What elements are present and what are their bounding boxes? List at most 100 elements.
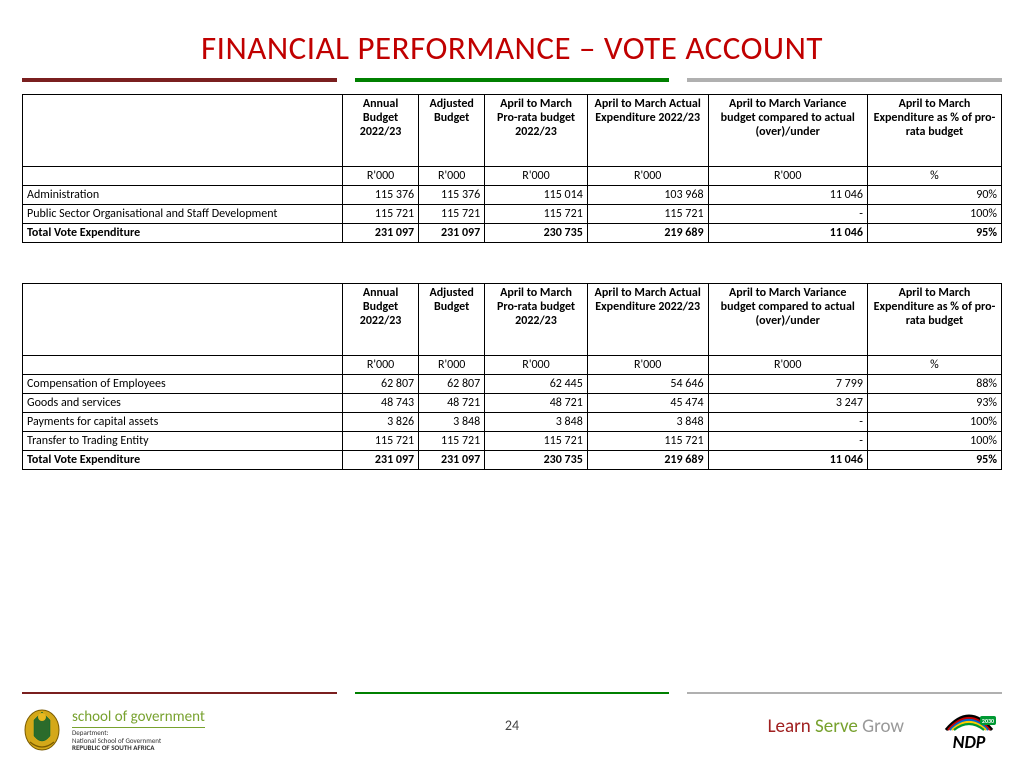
data-cell: 7 799 <box>708 375 867 394</box>
data-cell: 62 445 <box>485 375 588 394</box>
col-header: April to March Pro-rata budget 2022/23 <box>485 95 588 167</box>
data-cell: 62 807 <box>343 375 419 394</box>
data-cell: 48 743 <box>343 394 419 413</box>
data-cell: 115 721 <box>419 432 485 451</box>
data-cell: 3 826 <box>343 413 419 432</box>
data-cell: 115 376 <box>419 186 485 205</box>
data-cell: 3 247 <box>708 394 867 413</box>
total-cell: 230 735 <box>485 224 588 243</box>
total-row: Total Vote Expenditure231 097231 097230 … <box>23 451 1002 470</box>
grow-text: Grow <box>862 715 904 738</box>
row-label: Payments for capital assets <box>23 413 343 432</box>
ndp-year: 2030 <box>982 717 994 725</box>
col-header: April to March Actual Expenditure 2022/2… <box>587 284 708 356</box>
unit-cell: R'000 <box>419 167 485 186</box>
data-cell: 88% <box>867 375 1001 394</box>
col-header: Annual Budget 2022/23 <box>343 284 419 356</box>
table-row: Payments for capital assets3 8263 8483 8… <box>23 413 1002 432</box>
total-label: Total Vote Expenditure <box>23 224 343 243</box>
coat-of-arms-icon <box>20 708 64 752</box>
unit-cell: R'000 <box>419 356 485 375</box>
total-cell: 231 097 <box>419 224 485 243</box>
total-cell: 231 097 <box>419 451 485 470</box>
table-1: Annual Budget 2022/23Adjusted BudgetApri… <box>22 94 1002 243</box>
unit-cell: R'000 <box>708 356 867 375</box>
data-cell: 115 721 <box>419 205 485 224</box>
col-header: April to March Variance budget compared … <box>708 284 867 356</box>
unit-cell: R'000 <box>485 167 588 186</box>
unit-cell: % <box>867 167 1001 186</box>
data-cell: 3 848 <box>587 413 708 432</box>
row-label: Compensation of Employees <box>23 375 343 394</box>
table-2: Annual Budget 2022/23Adjusted BudgetApri… <box>22 283 1002 470</box>
col-header <box>23 284 343 356</box>
total-cell: 231 097 <box>343 224 419 243</box>
total-label: Total Vote Expenditure <box>23 451 343 470</box>
data-cell: 3 848 <box>419 413 485 432</box>
learn-text: Learn <box>768 715 811 738</box>
page-title: FINANCIAL PERFORMANCE – VOTE ACCOUNT <box>0 0 1024 78</box>
unit-cell: R'000 <box>587 167 708 186</box>
col-header: April to March Expenditure as % of pro-r… <box>867 284 1001 356</box>
sog-branding: school of government Department: Nationa… <box>72 708 205 752</box>
data-cell: 115 721 <box>587 205 708 224</box>
total-cell: 11 046 <box>708 451 867 470</box>
table-row: Transfer to Trading Entity115 721115 721… <box>23 432 1002 451</box>
table-row: Goods and services48 74348 72148 72145 4… <box>23 394 1002 413</box>
unit-cell: % <box>867 356 1001 375</box>
serve-text: Serve <box>815 715 858 738</box>
data-cell: 115 721 <box>587 432 708 451</box>
sog-line3: REPUBLIC OF SOUTH AFRICA <box>72 743 155 752</box>
footer: school of government Department: Nationa… <box>0 692 1024 768</box>
data-cell: 103 968 <box>587 186 708 205</box>
table-2-wrap: Annual Budget 2022/23Adjusted BudgetApri… <box>22 283 1002 470</box>
col-header: April to March Pro-rata budget 2022/23 <box>485 284 588 356</box>
data-cell: 54 646 <box>587 375 708 394</box>
data-cell: 115 721 <box>485 205 588 224</box>
data-cell: 115 721 <box>343 205 419 224</box>
footer-rule <box>22 692 1002 694</box>
total-cell: 230 735 <box>485 451 588 470</box>
row-label: Transfer to Trading Entity <box>23 432 343 451</box>
ndp-text: NDP <box>953 731 986 753</box>
unit-cell <box>23 167 343 186</box>
total-cell: 95% <box>867 451 1001 470</box>
col-header: Adjusted Budget <box>419 95 485 167</box>
col-header: April to March Actual Expenditure 2022/2… <box>587 95 708 167</box>
data-cell: 100% <box>867 432 1001 451</box>
data-cell: 93% <box>867 394 1001 413</box>
table-row: Public Sector Organisational and Staff D… <box>23 205 1002 224</box>
unit-cell: R'000 <box>587 356 708 375</box>
data-cell: 100% <box>867 205 1001 224</box>
header-rule <box>22 78 1002 82</box>
data-cell: 115 376 <box>343 186 419 205</box>
row-label: Public Sector Organisational and Staff D… <box>23 205 343 224</box>
total-cell: 11 046 <box>708 224 867 243</box>
col-header: April to March Variance budget compared … <box>708 95 867 167</box>
table-row: Administration115 376115 376115 014103 9… <box>23 186 1002 205</box>
col-header: Annual Budget 2022/23 <box>343 95 419 167</box>
row-label: Administration <box>23 186 343 205</box>
data-cell: 45 474 <box>587 394 708 413</box>
data-cell: 48 721 <box>485 394 588 413</box>
data-cell: 115 014 <box>485 186 588 205</box>
unit-cell <box>23 356 343 375</box>
ndp-logo-icon: 2030 NDP <box>942 708 996 754</box>
unit-cell: R'000 <box>343 167 419 186</box>
unit-cell: R'000 <box>485 356 588 375</box>
sog-title: school of government <box>72 708 205 728</box>
unit-cell: R'000 <box>343 356 419 375</box>
total-cell: 219 689 <box>587 224 708 243</box>
data-cell: 115 721 <box>343 432 419 451</box>
page-number: 24 <box>505 717 519 734</box>
data-cell: 48 721 <box>419 394 485 413</box>
data-cell: - <box>708 413 867 432</box>
col-header: April to March Expenditure as % of pro-r… <box>867 95 1001 167</box>
data-cell: 115 721 <box>485 432 588 451</box>
total-cell: 95% <box>867 224 1001 243</box>
data-cell: - <box>708 205 867 224</box>
data-cell: - <box>708 432 867 451</box>
data-cell: 100% <box>867 413 1001 432</box>
row-label: Goods and services <box>23 394 343 413</box>
learn-serve-grow: Learn Serve Grow <box>768 715 904 738</box>
